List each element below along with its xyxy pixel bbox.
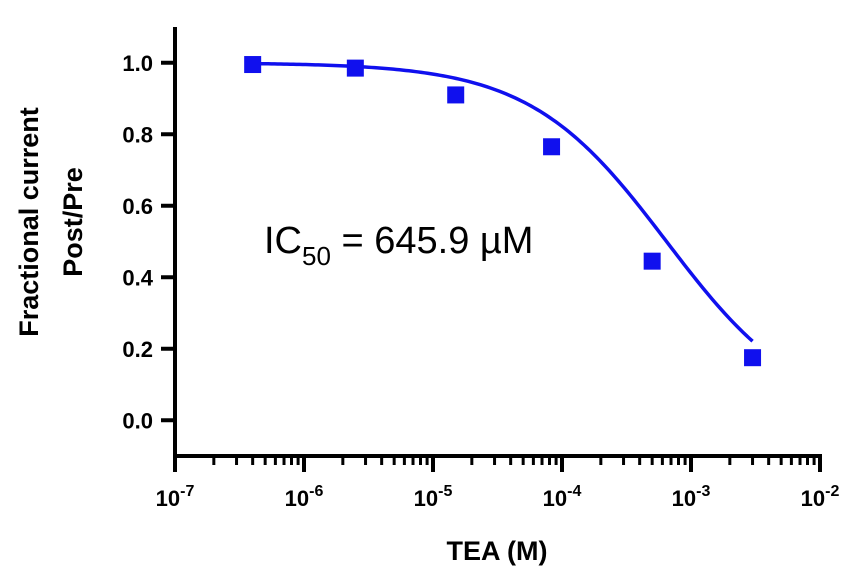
x-tick-exponent: -5 bbox=[438, 483, 452, 500]
x-tick-label: 10-3 bbox=[672, 483, 711, 511]
fit-curve bbox=[252, 61, 754, 343]
x-tick-base: 10 bbox=[285, 486, 309, 511]
x-tick-base: 10 bbox=[414, 486, 438, 511]
x-tick-label: 10-4 bbox=[543, 483, 582, 511]
ic50-annotation: IC50 = 645.9 µM bbox=[264, 220, 533, 271]
y-tick-label: 0.4 bbox=[122, 265, 153, 290]
x-tick-exponent: -2 bbox=[825, 483, 839, 500]
axes bbox=[173, 27, 822, 458]
data-point bbox=[744, 349, 762, 367]
y-axis-ticks: 0.0 0.2 0.4 0.6 0.8 1.0 bbox=[122, 51, 175, 433]
x-tick-exponent: -3 bbox=[696, 483, 710, 500]
y-axis-title-line2: Post/Pre bbox=[58, 167, 88, 277]
y-tick-label: 0.6 bbox=[122, 194, 153, 219]
data-point bbox=[346, 59, 364, 77]
ic50-value: = 645.9 µM bbox=[331, 220, 534, 262]
x-tick-label: 10-7 bbox=[156, 483, 195, 511]
y-axis-title-line1: Fractional current bbox=[14, 107, 44, 337]
data-points bbox=[244, 56, 762, 367]
data-point bbox=[447, 86, 465, 104]
x-tick-exponent: -6 bbox=[309, 483, 323, 500]
data-point bbox=[244, 56, 262, 74]
x-axis-title: TEA (M) bbox=[447, 536, 548, 566]
ic50-prefix: IC bbox=[264, 220, 302, 262]
ic50-subscript: 50 bbox=[302, 241, 331, 271]
y-tick-label: 0.0 bbox=[122, 408, 153, 433]
x-tick-base: 10 bbox=[672, 486, 696, 511]
x-tick-base: 10 bbox=[543, 486, 567, 511]
y-tick-label: 1.0 bbox=[122, 51, 153, 76]
x-tick-exponent: -7 bbox=[180, 483, 194, 500]
x-axis-ticks: 10-7 10-6 10-5 10-4 10-3 10-2 bbox=[156, 456, 840, 511]
x-tick-exponent: -4 bbox=[567, 483, 581, 500]
data-point bbox=[543, 138, 561, 156]
x-tick-label: 10-6 bbox=[285, 483, 324, 511]
data-point bbox=[643, 252, 661, 270]
x-tick-base: 10 bbox=[156, 486, 180, 511]
x-tick-label: 10-5 bbox=[414, 483, 453, 511]
x-tick-label: 10-2 bbox=[801, 483, 840, 511]
y-tick-label: 0.8 bbox=[122, 122, 153, 147]
y-tick-label: 0.2 bbox=[122, 337, 153, 362]
x-tick-base: 10 bbox=[801, 486, 825, 511]
